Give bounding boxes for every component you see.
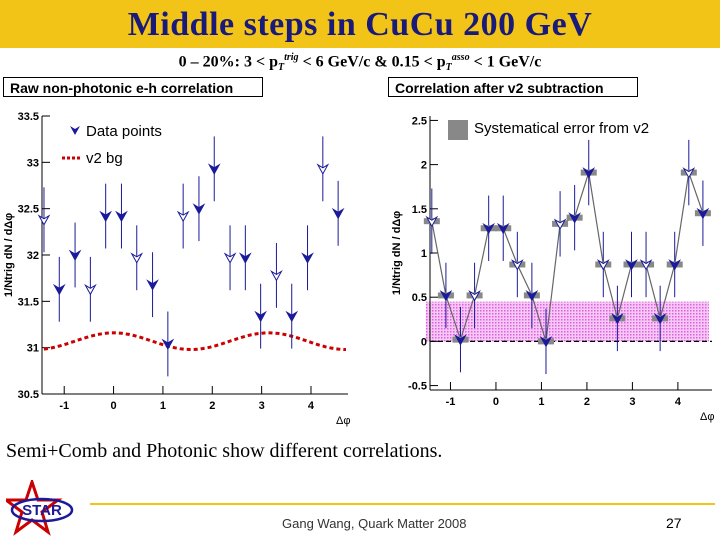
- y-tick-label: 2.5: [412, 115, 427, 127]
- title-bar: [0, 0, 720, 48]
- right-chart-title: Correlation after v2 subtraction: [388, 77, 638, 97]
- x-tick-label: -1: [446, 396, 456, 408]
- data-point: [582, 167, 596, 179]
- data-point: [482, 222, 496, 235]
- footer-text: Gang Wang, Quark Matter 2008: [282, 516, 467, 531]
- x-tick-label: 2: [584, 396, 590, 408]
- star-logo: STAR: [6, 480, 74, 536]
- y-axis-label: 1/Ntrig dN / dΔφ: [391, 211, 403, 295]
- conclusion-text: Semi+Comb and Photonic show different co…: [6, 440, 443, 462]
- data-point: [99, 210, 113, 223]
- x-axis-label: Δφ: [336, 415, 350, 427]
- y-tick-label: 0: [421, 336, 427, 348]
- data-point: [553, 218, 567, 230]
- x-tick-label: 3: [259, 400, 265, 412]
- y-tick-label: 30.5: [18, 389, 39, 401]
- subtitle-part: < 1 GeV/c: [469, 53, 542, 71]
- data-point: [696, 207, 710, 220]
- data-point: [539, 335, 553, 348]
- y-tick-label: 33.5: [18, 111, 39, 123]
- x-tick-label: 0: [493, 396, 499, 408]
- x-tick-label: -1: [59, 400, 69, 412]
- x-tick-label: 1: [160, 400, 166, 412]
- data-point: [639, 259, 653, 271]
- y-tick-label: 1: [421, 248, 427, 260]
- y-axis-label: 1/Ntrig dN / dΔφ: [3, 213, 15, 297]
- y-tick-label: 32.5: [18, 204, 39, 216]
- data-point: [625, 259, 638, 271]
- data-point: [568, 212, 581, 224]
- data-point: [254, 310, 267, 323]
- right-chart: -0.5 0 0.5 1 1.5 2 2.5 -1 0 1 2 3 4 Δφ 1/Ntrig dN / dΔ…: [391, 115, 714, 423]
- data-point: [130, 252, 144, 264]
- data-point: [146, 279, 159, 291]
- subtitle-sub: T: [278, 62, 285, 74]
- legend-label-v2: v2 bg: [86, 150, 123, 167]
- slide-subtitle: 0 – 20%: 3 < pTtrig < 6 GeV/c & 0.15 < p…: [0, 52, 720, 74]
- x-tick-label: 0: [111, 400, 117, 412]
- data-point: [653, 313, 667, 325]
- data-point: [270, 269, 283, 282]
- legend-label-sys: Systematical error from v2: [474, 120, 649, 137]
- data-point: [192, 203, 206, 215]
- footer-divider: [90, 503, 715, 505]
- data-point: [425, 215, 439, 228]
- data-point: [115, 210, 128, 223]
- data-point: [176, 210, 190, 223]
- x-tick-label: 4: [308, 400, 315, 412]
- data-point: [316, 163, 330, 175]
- data-point: [439, 290, 453, 302]
- y-tick-label: -0.5: [408, 381, 427, 393]
- data-point: [161, 338, 175, 350]
- legend-marker-data: [70, 126, 80, 135]
- data-point: [525, 290, 539, 302]
- y-tick-label: 31: [27, 343, 39, 355]
- data-point: [454, 334, 467, 346]
- x-tick-label: 2: [209, 400, 215, 412]
- y-tick-label: 31.5: [18, 296, 39, 308]
- data-point: [668, 259, 682, 271]
- y-tick-label: 2: [421, 160, 427, 172]
- slide-title: Middle steps in CuCu 200 GeV: [127, 6, 593, 43]
- x-tick-label: 1: [538, 396, 544, 408]
- logo-text: STAR: [22, 502, 62, 519]
- subtitle-sup: trig: [284, 52, 299, 63]
- x-tick-label: 3: [629, 396, 635, 408]
- v2-bg-curve: [43, 331, 346, 351]
- left-chart: 30.5 31 31.5 32 32.5 33 33.5 -1 0 1 2 3 4 Δφ 1/Ntrig d…: [3, 111, 350, 427]
- data-point: [84, 283, 97, 296]
- subtitle-sub: T: [445, 62, 452, 74]
- data-point: [68, 249, 82, 262]
- subtitle-part: 0 – 20%: 3 < p: [178, 53, 278, 71]
- y-tick-label: 33: [27, 157, 39, 169]
- data-point: [238, 252, 252, 264]
- data-point: [331, 207, 345, 220]
- page-number: 27: [666, 515, 682, 531]
- data-point: [596, 259, 610, 271]
- data-point: [223, 252, 237, 264]
- data-point: [496, 222, 510, 235]
- logo-orbit-icon: [10, 497, 74, 523]
- y-tick-label: 1.5: [412, 204, 427, 216]
- legend-marker-sys: [448, 120, 468, 140]
- data-point: [301, 252, 314, 264]
- y-tick-label: 32: [27, 250, 39, 262]
- left-chart-title: Raw non-photonic e-h correlation: [3, 77, 263, 97]
- y-tick-label: 0.5: [412, 292, 427, 304]
- x-tick-label: 4: [675, 396, 682, 408]
- data-point: [52, 283, 66, 296]
- data-point: [285, 310, 299, 323]
- legend-label-data: Data points: [86, 123, 162, 140]
- subtitle-sup: asso: [451, 52, 470, 63]
- data-point: [510, 259, 524, 271]
- data-point: [468, 290, 481, 302]
- data-point: [682, 167, 696, 179]
- data-connect-line: [431, 172, 704, 342]
- data-point: [37, 214, 51, 226]
- data-point: [611, 313, 624, 325]
- data-point: [207, 163, 221, 175]
- subtitle-part: < 6 GeV/c & 0.15 < p: [298, 53, 446, 71]
- systematic-error-band: [425, 301, 709, 342]
- x-axis-label: Δφ: [700, 411, 714, 423]
